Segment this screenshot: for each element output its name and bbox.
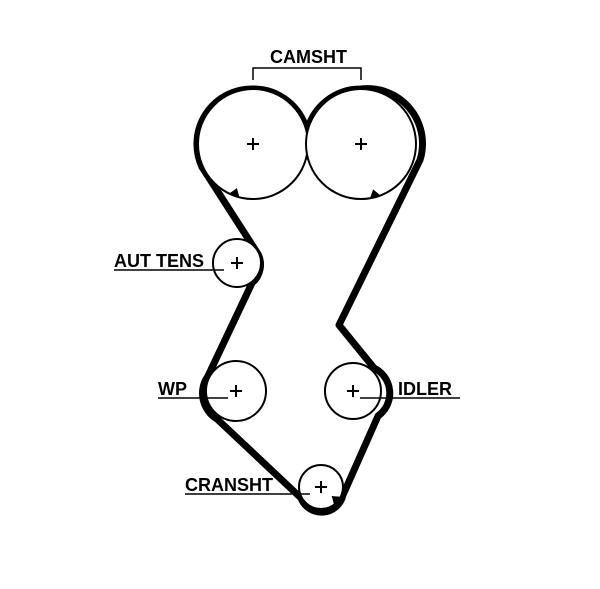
pulley-idler (325, 363, 381, 419)
label-camshaft: CAMSHT (270, 47, 347, 67)
pulley-camshaft_left (198, 89, 308, 199)
pulley-wp (206, 361, 266, 421)
leader-camshaft (253, 68, 361, 80)
pulley-aut_tens (213, 239, 261, 287)
pulley-camshaft_right (306, 89, 416, 199)
label-idler: IDLER (398, 379, 452, 399)
label-crankshaft: CRANSHT (185, 475, 273, 495)
timing-belt-diagram: CAMSHT AUT TENS WP IDLER CRANSHT (0, 0, 600, 589)
label-aut_tens: AUT TENS (114, 251, 204, 271)
label-wp: WP (158, 379, 187, 399)
